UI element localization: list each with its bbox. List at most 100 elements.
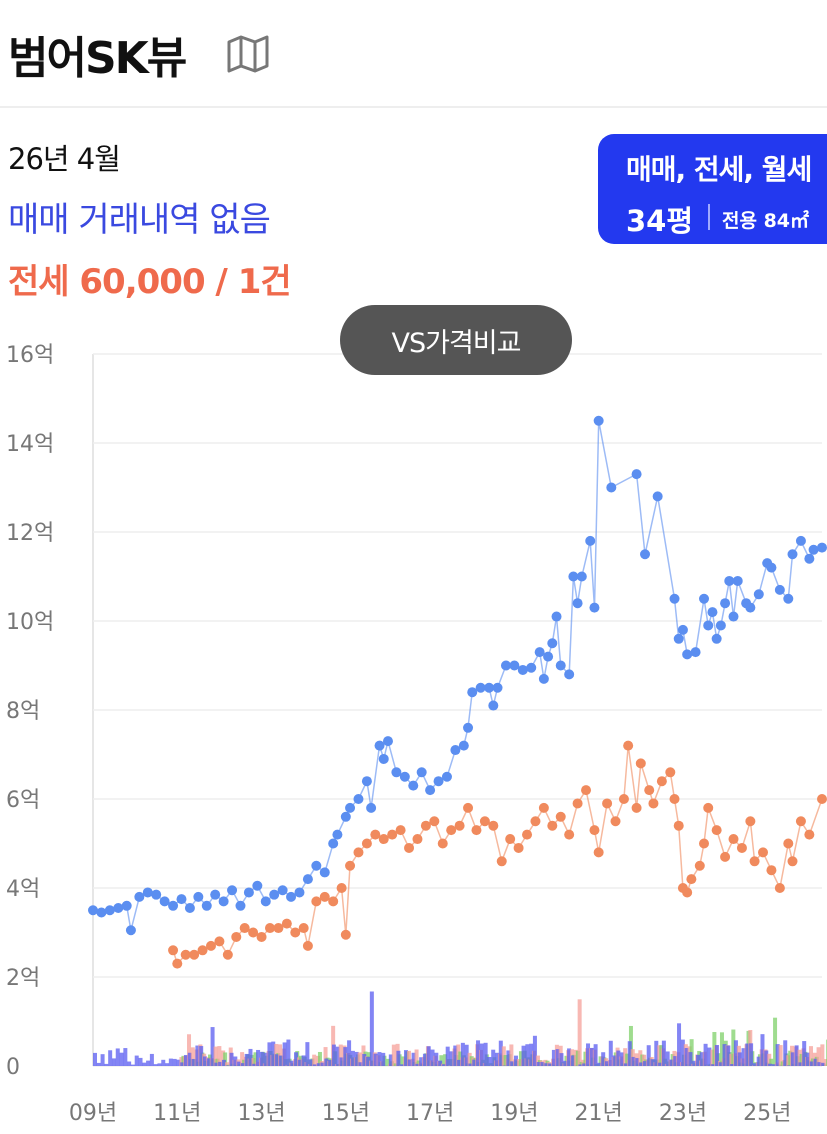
rent-price-point — [593, 847, 604, 858]
map-icon[interactable] — [226, 34, 270, 74]
volume-bar-sale — [692, 1060, 697, 1066]
volume-bar-sale — [100, 1054, 105, 1066]
area-type-badge[interactable]: 매매, 전세, 월세 34평 전용 84㎡ — [598, 134, 827, 244]
volume-bar-sale — [813, 1058, 818, 1066]
sale-price-point — [382, 736, 393, 747]
rent-price-point — [774, 883, 785, 893]
volume-bar-sale — [639, 1062, 644, 1066]
rent-price-point — [479, 816, 490, 827]
rent-price-point — [589, 825, 600, 836]
sale-price-point — [682, 649, 693, 660]
rent-price-point — [623, 740, 634, 751]
sale-price-point — [555, 660, 566, 671]
sale-price-point — [745, 602, 756, 613]
x-tick-label: 23년 — [659, 1101, 707, 1126]
sale-price-point — [509, 660, 520, 671]
volume-bar-sale — [646, 1045, 651, 1066]
volume-bar-sale — [168, 1058, 173, 1066]
badge-divider — [708, 204, 710, 230]
volume-bar-sale — [658, 1062, 663, 1066]
volume-bar-sale — [513, 1055, 518, 1066]
sale-price-point — [302, 874, 313, 885]
volume-bar-sale — [620, 1052, 625, 1066]
volume-bar-sale — [532, 1035, 537, 1066]
volume-bar-sale — [673, 1056, 678, 1066]
volume-bar-sale — [730, 1064, 735, 1066]
sale-price-point — [593, 415, 604, 426]
sale-price-point — [463, 722, 474, 733]
volume-bar-sale — [775, 1044, 780, 1066]
volume-bar-sale — [642, 1061, 647, 1066]
x-tick-label: 25년 — [743, 1101, 791, 1126]
sale-price-point — [416, 767, 427, 778]
volume-bar-sale — [476, 1040, 481, 1066]
sale-price-point — [572, 598, 583, 609]
sale-price-point — [269, 889, 280, 900]
sale-price-point — [568, 571, 579, 582]
volume-bar-sale — [396, 1050, 401, 1066]
sale-price-point — [374, 740, 385, 751]
volume-bar-sale — [726, 1045, 731, 1066]
sale-price-point — [728, 611, 739, 622]
volume-bar-sale — [593, 1044, 598, 1066]
x-tick-label: 13년 — [237, 1101, 285, 1126]
sale-price-point — [210, 889, 221, 900]
volume-bar-sale — [191, 1058, 196, 1066]
volume-bar-monthly — [253, 1052, 258, 1066]
price-lines — [88, 415, 827, 969]
sale-price-point — [353, 794, 364, 804]
volume-bar-sale — [578, 1064, 583, 1066]
rent-price-point — [669, 794, 680, 804]
volume-bar-sale — [320, 1062, 325, 1066]
sale-price-point — [328, 838, 339, 849]
rent-price-point — [488, 820, 499, 831]
sale-price-point — [151, 889, 162, 900]
pyeong-label: 34평 — [626, 204, 694, 238]
volume-bars — [93, 991, 827, 1066]
volume-bar-sale — [555, 1049, 560, 1066]
volume-bar-sale — [400, 1064, 405, 1066]
volume-bar-sale — [551, 1049, 556, 1066]
volume-bar-sale — [521, 1045, 526, 1066]
sale-price-point — [286, 891, 297, 902]
rent-price-point — [758, 847, 769, 858]
volume-bar-sale — [441, 1064, 446, 1066]
sale-price-point — [699, 593, 710, 604]
volume-bar-monthly — [439, 1055, 444, 1066]
volume-bar-rent — [323, 1047, 328, 1066]
volume-bar-rent — [778, 1045, 783, 1066]
volume-bar-sale — [233, 1056, 238, 1066]
rent-price-point — [581, 785, 592, 796]
sale-price-point — [277, 885, 288, 896]
sale-price-point — [319, 867, 330, 878]
volume-bar-sale — [506, 1050, 511, 1066]
rent-price-point — [214, 936, 225, 947]
vs-compare-button[interactable]: VS가격비교 — [340, 305, 572, 375]
rent-price-point — [766, 865, 777, 876]
volume-bar-rent — [824, 1059, 827, 1066]
price-chart[interactable]: 0 2억 4억 6억 8억 10억 12억 14억 16억 09년 11년 13년 15년 17년 19년… — [0, 330, 827, 1134]
volume-bar-rent — [816, 1047, 821, 1066]
y-tick-label: 16억 — [6, 343, 54, 368]
volume-bar-sale — [483, 1042, 488, 1066]
volume-bar-sale — [768, 1063, 773, 1066]
rent-price-point — [404, 842, 415, 853]
volume-bar-sale — [616, 1050, 621, 1066]
x-tick-label: 15년 — [322, 1101, 370, 1126]
sale-price-point — [673, 633, 684, 644]
sale-price-point — [475, 682, 486, 693]
volume-bar-sale — [464, 1044, 469, 1066]
volume-bar-sale — [752, 1063, 757, 1066]
volume-bar-sale — [172, 1058, 177, 1066]
volume-bar-sale — [369, 991, 374, 1066]
volume-bar-sale — [589, 1047, 594, 1066]
volume-bar-sale — [381, 1052, 386, 1066]
x-axis-labels: 09년 11년 13년 15년 17년 19년 21년 23년 25년 — [69, 1101, 791, 1126]
volume-bar-rent — [338, 1044, 343, 1066]
volume-bar-sale — [669, 1059, 674, 1066]
volume-bar-sale — [536, 1062, 541, 1066]
volume-bar-rent — [213, 1046, 218, 1066]
rent-price-point — [547, 820, 558, 831]
sale-price-point — [652, 491, 663, 502]
sale-price-point — [783, 593, 794, 604]
